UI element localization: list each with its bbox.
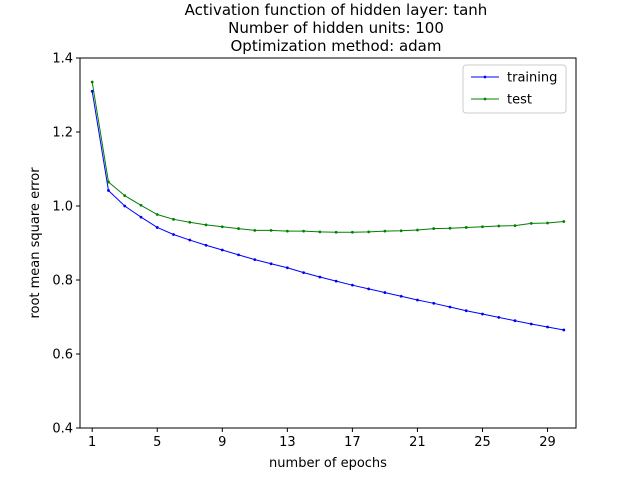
series-training: [90, 89, 566, 332]
data-point-training: [481, 312, 484, 316]
legend-label: test: [507, 93, 532, 108]
x-tick-label: 17: [344, 435, 361, 450]
data-point-test: [367, 230, 371, 234]
data-point-training: [237, 253, 240, 257]
data-point-test: [318, 230, 322, 234]
x-tick-label: 1: [88, 435, 96, 450]
data-point-test: [204, 223, 208, 227]
y-tick-label: 0.4: [52, 422, 73, 437]
data-point-test: [432, 227, 436, 230]
legend-item-training: training: [471, 71, 557, 86]
data-point-test: [497, 224, 501, 228]
data-point-training: [350, 283, 354, 287]
data-point-test: [253, 229, 257, 232]
data-point-training: [464, 309, 468, 313]
x-tick-label: 29: [539, 435, 556, 450]
series-line-training: [91, 91, 564, 331]
data-point-test: [269, 229, 273, 232]
chart-title-line: Activation function of hidden layer: tan…: [185, 1, 488, 19]
data-point-training: [416, 298, 419, 302]
x-tick-label: 5: [153, 435, 161, 450]
data-point-training: [546, 325, 549, 329]
data-point-training: [529, 322, 533, 326]
data-point-test: [350, 230, 354, 234]
legend-label: training: [507, 71, 557, 86]
series-test: [90, 80, 566, 234]
series-line-test: [91, 81, 564, 233]
data-point-test: [334, 230, 338, 234]
data-point-training: [513, 319, 517, 323]
y-tick-label: 1.0: [52, 200, 73, 215]
x-tick-label: 9: [218, 435, 226, 450]
data-point-test: [464, 226, 468, 229]
data-point-test: [90, 80, 94, 84]
data-point-test: [383, 229, 387, 233]
data-point-test: [155, 213, 159, 216]
data-point-training: [90, 89, 94, 93]
data-point-test: [139, 203, 143, 207]
y-axis-ticks: 0.4 0.6 0.8 1.0 1.2 1.4: [52, 52, 80, 437]
legend-marker: [483, 97, 487, 101]
data-point-test: [562, 220, 566, 223]
data-point-training: [399, 294, 403, 298]
legend: training test: [462, 64, 567, 114]
data-point-test: [546, 221, 549, 225]
data-point-test: [399, 229, 403, 233]
data-point-training: [448, 305, 452, 309]
data-point-training: [188, 238, 192, 242]
data-point-training: [318, 275, 322, 279]
data-point-training: [285, 266, 289, 270]
data-point-test: [188, 220, 192, 224]
data-point-training: [172, 233, 175, 236]
y-tick-label: 1.2: [52, 126, 73, 141]
data-point-training: [155, 226, 159, 229]
y-tick-label: 0.8: [52, 274, 73, 289]
x-axis-ticks: 1 5 9 13 17 21 25 29: [88, 428, 556, 450]
x-tick-label: 13: [279, 435, 296, 450]
legend-marker: [483, 75, 487, 79]
data-point-test: [529, 221, 533, 225]
data-point-training: [432, 301, 436, 305]
x-tick-label: 21: [409, 435, 426, 450]
data-point-test: [302, 229, 306, 233]
data-point-training: [220, 248, 224, 252]
data-point-training: [107, 189, 110, 192]
data-point-training: [302, 271, 306, 274]
data-point-test: [448, 226, 452, 230]
chart-title-line: Optimization method: adam: [231, 37, 442, 55]
data-point-test: [172, 217, 175, 221]
data-point-training: [497, 315, 501, 319]
data-point-test: [107, 180, 110, 184]
y-axis-label: root mean square error: [28, 167, 43, 319]
y-tick-label: 0.6: [52, 348, 73, 363]
plot-area-frame: [79, 57, 577, 429]
data-point-training: [123, 204, 127, 208]
y-tick-label: 1.4: [52, 52, 73, 67]
data-point-test: [220, 225, 224, 229]
plot-series: [90, 80, 566, 332]
data-point-test: [481, 225, 484, 229]
data-point-test: [513, 224, 517, 228]
data-point-test: [123, 194, 127, 198]
data-point-training: [139, 215, 143, 219]
data-point-test: [416, 228, 419, 232]
data-point-training: [562, 328, 566, 332]
data-point-test: [285, 229, 289, 233]
data-point-training: [204, 243, 208, 247]
data-point-training: [383, 291, 387, 294]
data-point-test: [237, 227, 240, 230]
chart-title-line: Number of hidden units: 100: [228, 19, 444, 37]
x-tick-label: 25: [474, 435, 491, 450]
legend-item-test: test: [471, 93, 532, 108]
data-point-training: [367, 287, 371, 291]
data-point-training: [269, 262, 273, 266]
chart-title: Activation function of hidden layer: tan…: [185, 1, 488, 55]
data-point-training: [334, 279, 338, 283]
data-point-training: [253, 258, 257, 262]
x-axis-label: number of epochs: [269, 456, 387, 471]
